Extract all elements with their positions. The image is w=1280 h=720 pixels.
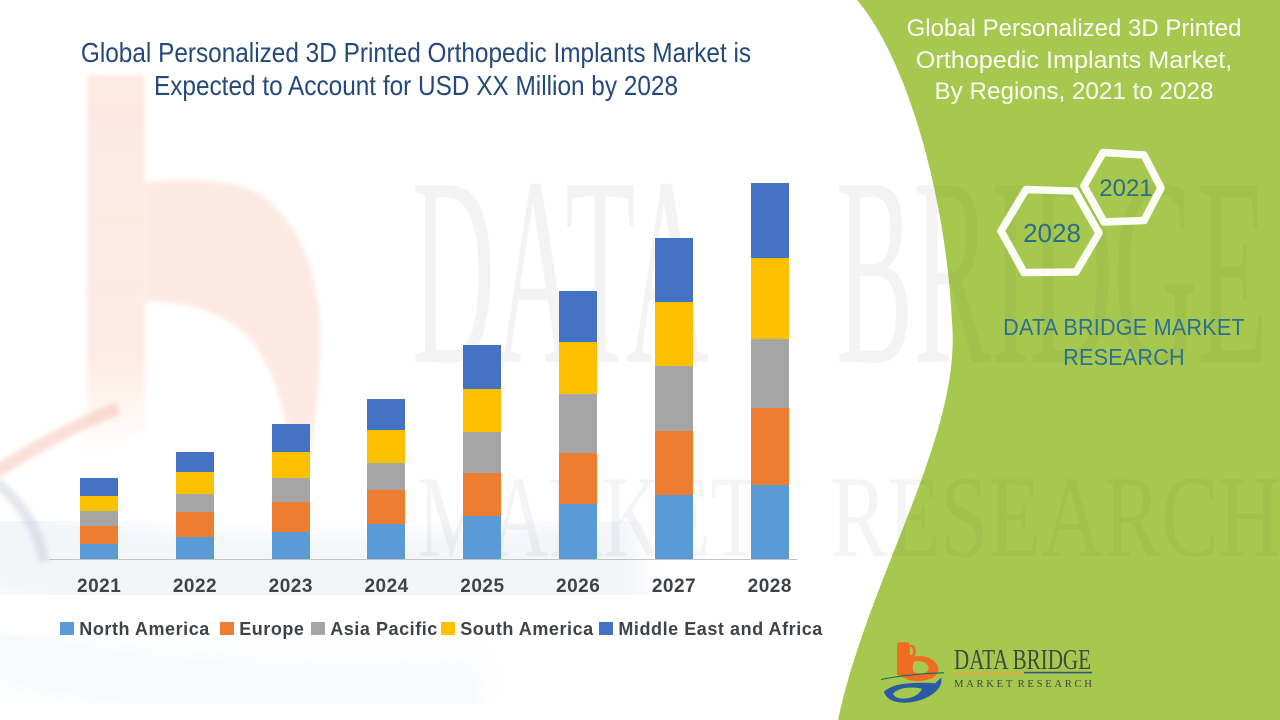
- svg-text:DATA BRIDGE: DATA BRIDGE: [954, 645, 1091, 676]
- svg-text:M A R K E T R E S E A R C H: M A R K E T R E S E A R C H: [954, 679, 1092, 690]
- svg-text:2021: 2021: [1099, 175, 1152, 202]
- svg-text:2028: 2028: [1023, 218, 1081, 248]
